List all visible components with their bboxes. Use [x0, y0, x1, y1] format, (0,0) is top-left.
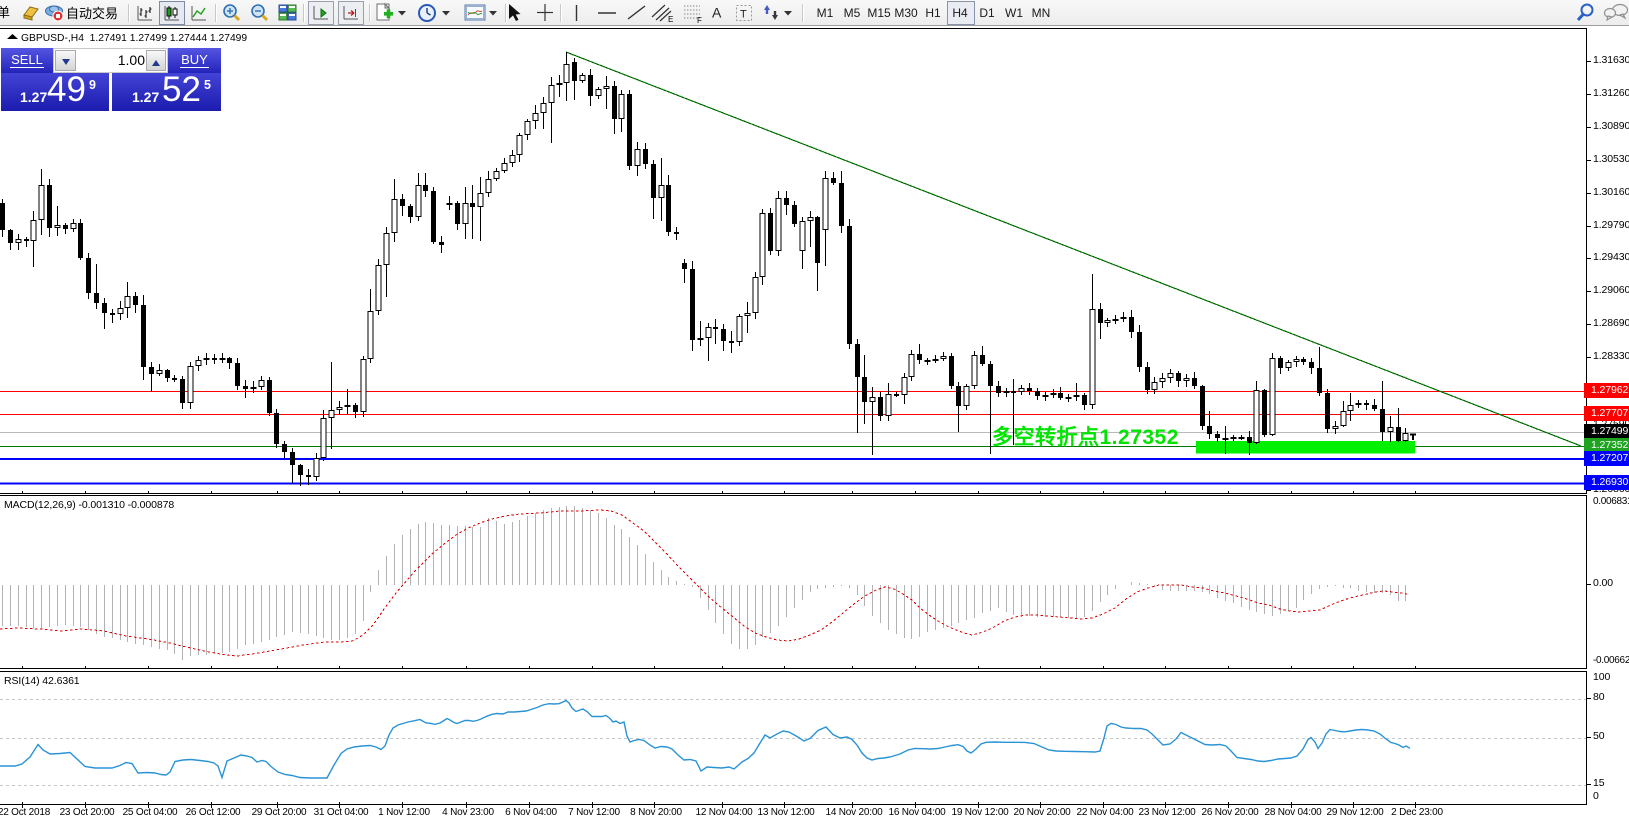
svg-text:M15: M15 [867, 6, 891, 20]
svg-text:A: A [712, 5, 722, 21]
svg-text:MN: MN [1032, 6, 1051, 20]
svg-text:D1: D1 [979, 6, 995, 20]
svg-text:W1: W1 [1005, 6, 1023, 20]
svg-text:M1: M1 [817, 6, 834, 20]
svg-text:M5: M5 [844, 6, 861, 20]
svg-text:H1: H1 [925, 6, 941, 20]
svg-text:单: 单 [0, 5, 10, 20]
svg-text:自动交易: 自动交易 [66, 6, 118, 21]
svg-text:T: T [740, 9, 747, 21]
svg-text:F: F [697, 16, 702, 25]
svg-text:M30: M30 [894, 6, 918, 20]
svg-text:H4: H4 [952, 6, 968, 20]
svg-text:E: E [668, 15, 673, 24]
